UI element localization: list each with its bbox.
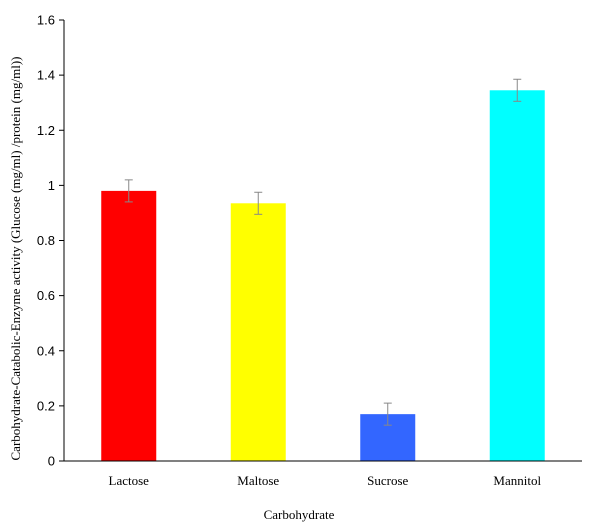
y-ticks-layer: 0 0.2 0.4 0.6 0.8 1 1.2 1.4 1.6	[37, 13, 64, 469]
x-tick-label-lactose: Lactose	[109, 473, 150, 488]
x-axis-title: Carbohydrate	[264, 507, 335, 522]
y-tick-label: 0.8	[37, 233, 55, 248]
bar-maltose	[230, 203, 286, 461]
y-tick-label: 1.2	[37, 123, 55, 138]
y-tick-label: 0	[48, 454, 55, 469]
y-tick-label: 0.2	[37, 398, 55, 413]
y-tick-label: 0.6	[37, 288, 55, 303]
x-tick-label-mannitol: Mannitol	[493, 473, 541, 488]
error-bar-maltose	[254, 191, 263, 215]
x-tick-label-sucrose: Sucrose	[367, 473, 408, 488]
x-tick-labels-layer: Lactose Maltose Sucrose Mannitol	[109, 473, 542, 488]
y-tick-label: 1.6	[37, 13, 55, 28]
error-bars-layer	[124, 78, 522, 426]
bar-mannitol	[489, 90, 545, 462]
x-tick-label-maltose: Maltose	[237, 473, 279, 488]
y-tick-label: 1	[48, 178, 55, 193]
bar-lactose	[101, 190, 157, 461]
error-bar-lactose	[124, 179, 133, 203]
y-tick-label: 1.4	[37, 68, 55, 83]
y-tick-label: 0.4	[37, 343, 55, 358]
error-bar-mannitol	[513, 78, 522, 102]
bars-layer	[101, 90, 545, 462]
error-bar-sucrose	[383, 402, 392, 426]
y-axis-title: Carbohydrate-Catabolic-Enzyme activity (…	[8, 57, 23, 461]
